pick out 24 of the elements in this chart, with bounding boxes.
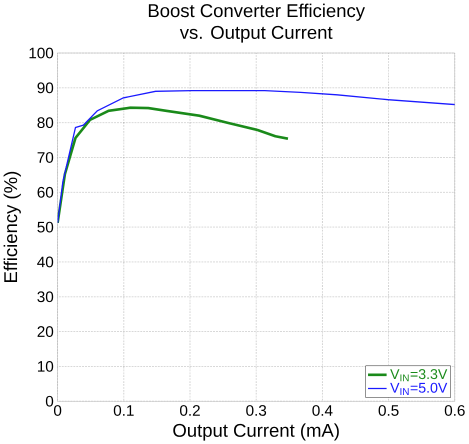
y-tick-label: 50 xyxy=(37,222,54,232)
x-tick-label: 0.3 xyxy=(246,404,266,416)
x-tick-label: 0.1 xyxy=(114,404,134,416)
x-tick-label: 0.6 xyxy=(444,404,465,416)
y-tick-label: 40 xyxy=(37,256,54,268)
x-tick-label: 0.5 xyxy=(378,404,399,416)
y-tick-label: 20 xyxy=(38,326,54,337)
legend-label: V$_{IN}$=5.0V xyxy=(390,382,448,395)
x-tick-label: 0.2 xyxy=(180,404,200,416)
y-tick-label: 0 xyxy=(46,396,54,407)
line-series xyxy=(58,90,455,224)
x-axis-title: Output Current (mA) xyxy=(173,423,339,440)
y-tick-label: 80 xyxy=(37,117,54,128)
y-tick-label: 10 xyxy=(38,360,54,372)
y-axis-title: Efficiency (%) xyxy=(4,172,21,282)
x-tick-label: 0 xyxy=(54,404,62,416)
y-tick-label: 70 xyxy=(38,152,54,163)
legend-label: V$_{IN}$=3.3V xyxy=(390,368,448,382)
y-tick-label: 90 xyxy=(38,82,54,94)
y-tick-label: 30 xyxy=(37,291,54,302)
y-tick-label: 60 xyxy=(38,186,54,198)
y-tick-label: 100 xyxy=(30,48,54,58)
chart-title: Boost Converter Efficiency vs. Output Current xyxy=(148,4,365,43)
x-tick-label: 0.4 xyxy=(312,404,333,416)
